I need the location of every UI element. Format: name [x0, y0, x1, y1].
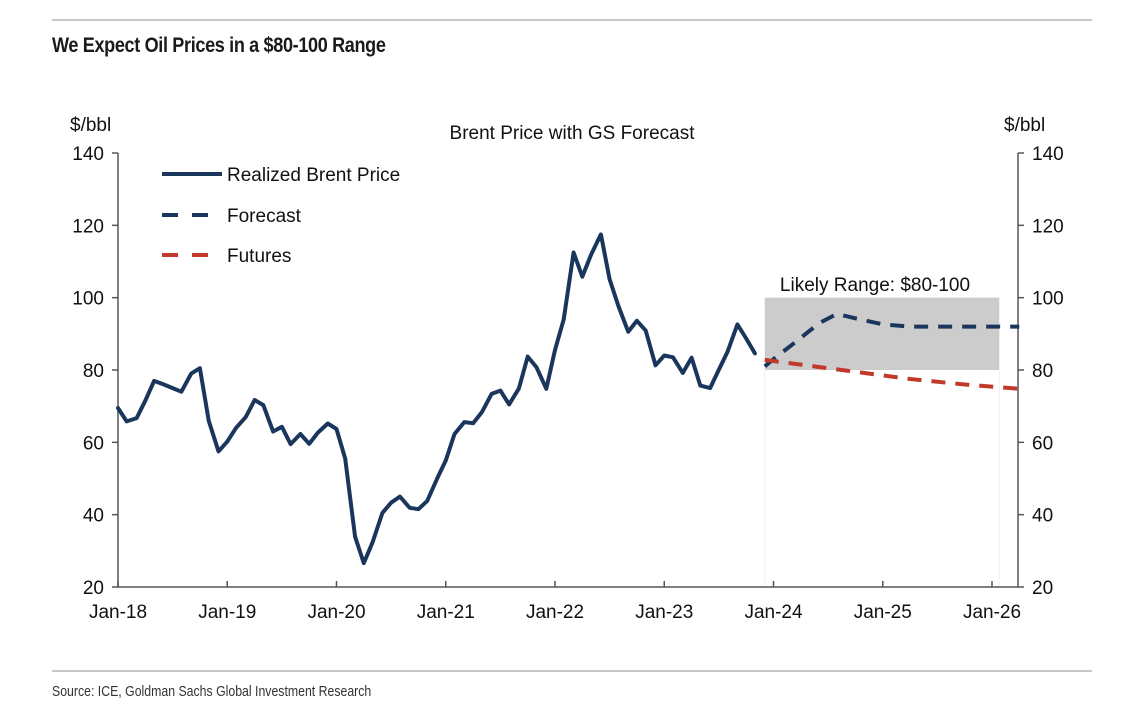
x-tick-label: Jan-26 — [963, 602, 1021, 623]
bottom-rule — [52, 670, 1092, 672]
y-axis-label-left: $/bbl — [70, 115, 111, 136]
legend-label-forecast: Forecast — [227, 206, 302, 227]
y-tick-label-right: 20 — [1032, 578, 1053, 599]
x-tick-label: Jan-19 — [198, 602, 256, 623]
page-title: We Expect Oil Prices in a $80-100 Range — [52, 34, 386, 57]
y-tick-label-left: 20 — [83, 578, 104, 599]
y-tick-label-right: 100 — [1032, 289, 1064, 310]
legend-label-futures: Futures — [227, 246, 291, 267]
y-tick-label-left: 100 — [72, 289, 104, 310]
likely-range-band — [764, 297, 1000, 370]
x-tick-label: Jan-23 — [635, 602, 693, 623]
y-tick-label-left: 140 — [72, 144, 104, 165]
x-tick-label: Jan-22 — [526, 602, 584, 623]
forecast-line — [763, 311, 1020, 368]
y-tick-label-right: 140 — [1032, 144, 1064, 165]
x-tick-label: Jan-24 — [744, 602, 803, 623]
y-tick-label-right: 80 — [1032, 361, 1053, 382]
realized-brent-price-line — [116, 232, 757, 566]
y-tick-label-right: 120 — [1032, 216, 1064, 237]
source-note: Source: ICE, Goldman Sachs Global Invest… — [52, 683, 372, 700]
y-tick-label-left: 80 — [83, 361, 104, 382]
range-annotation-label: Likely Range: $80-100 — [780, 275, 970, 296]
x-tick-label: Jan-18 — [89, 602, 147, 623]
y-tick-label-left: 40 — [83, 506, 104, 527]
y-axis-label-right: $/bbl — [1004, 115, 1045, 136]
x-tick-label: Jan-21 — [417, 602, 475, 623]
y-tick-label-left: 60 — [83, 433, 104, 454]
top-rule — [52, 19, 1092, 21]
chart-title: Brent Price with GS Forecast — [450, 123, 696, 144]
futures-line — [764, 357, 1020, 391]
legend-label-realized: Realized Brent Price — [227, 165, 400, 186]
x-tick-label: Jan-25 — [854, 602, 912, 623]
y-tick-label-right: 40 — [1032, 506, 1053, 527]
x-tick-label: Jan-20 — [307, 602, 365, 623]
y-tick-label-right: 60 — [1032, 433, 1053, 454]
y-tick-label-left: 120 — [72, 216, 104, 237]
